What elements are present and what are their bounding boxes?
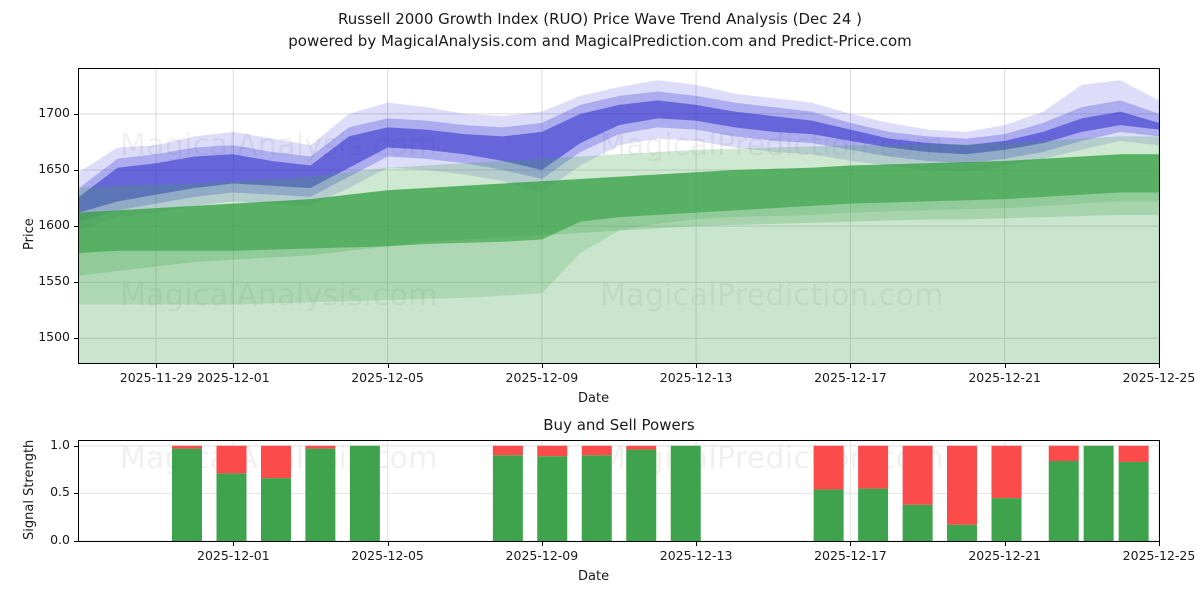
powers-chart-plot [79,441,1159,541]
title-main: Russell 2000 Growth Index (RUO) Price Wa… [337,10,862,28]
price-x-tick-label: 2025-12-21 [968,370,1041,385]
price-chart-axes [78,68,1160,364]
powers-y-tick-label: 0.0 [50,532,70,547]
price-y-tick-mark [74,282,78,284]
powers-x-tick-mark [541,542,543,546]
powers-bar-buy[interactable] [172,448,202,541]
powers-x-tick-mark [233,542,235,546]
price-band-blue-outer-upper [79,80,1159,231]
powers-bar-buy[interactable] [492,455,523,541]
price-x-axis-title: Date [578,391,610,406]
powers-bar-buy[interactable] [216,473,247,541]
price-band-green-steep-upper [79,154,1159,305]
powers-bar-sell[interactable] [216,445,247,474]
powers-bar-sell[interactable] [858,445,889,489]
powers-bar-sell[interactable] [1118,445,1149,462]
powers-bar-sell[interactable] [172,445,202,449]
powers-bar-buy[interactable] [670,445,701,541]
powers-bar-buy[interactable] [305,448,336,541]
price-y-tick-label: 1700 [38,104,70,120]
powers-x-tick-mark [850,542,852,546]
price-y-tick-mark [74,113,78,115]
price-x-tick-mark [156,364,158,368]
powers-bar-buy[interactable] [1048,461,1079,541]
price-x-tick-label: 2025-12-17 [814,370,887,385]
powers-x-tick-mark [1004,542,1006,546]
price-x-tick-label: 2025-12-25 [1122,370,1196,385]
price-band-green-low-upper [79,201,1159,363]
price-x-tick-label: 2025-11-29 [119,370,193,385]
price-band-blue-core-upper [79,100,1159,213]
powers-x-axis-title: Date [578,569,610,584]
price-x-tick-label: 2025-12-13 [659,370,733,385]
powers-bar-sell[interactable] [902,445,933,505]
powers-y-tick-mark [74,541,78,542]
powers-x-tick-label: 2025-12-05 [351,548,424,563]
powers-bar-sell[interactable] [581,445,612,456]
price-chart-plot [79,69,1159,363]
powers-x-tick-label: 2025-12-09 [505,548,579,563]
powers-bar-sell[interactable] [305,445,336,449]
figure-title-line2: powered by MagicalAnalysis.com and Magic… [288,32,912,50]
price-x-tick-mark [850,364,852,368]
powers-x-tick-label: 2025-12-21 [968,548,1041,563]
price-y-axis-title: Price [22,218,37,250]
powers-y-tick-label: 1.0 [50,436,70,452]
powers-bar-sell[interactable] [813,445,844,490]
powers-x-tick-label: 2025-12-25 [1122,548,1196,563]
price-x-tick-mark [696,364,698,368]
powers-bar-buy[interactable] [991,498,1022,541]
powers-x-tick-label: 2025-12-13 [659,548,733,563]
powers-chart-axes [78,440,1160,542]
powers-bar-sell[interactable] [1048,445,1079,461]
powers-x-tick-mark [387,542,389,546]
price-y-tick-mark [74,226,78,228]
powers-y-tick-mark [74,493,78,495]
powers-y-tick-label: 0.5 [50,484,70,500]
powers-bar-sell[interactable] [947,445,978,525]
price-x-tick-mark [1159,364,1160,368]
powers-bar-buy[interactable] [858,488,889,541]
powers-bar-buy[interactable] [1083,445,1114,541]
price-y-tick-mark [74,338,78,340]
powers-x-tick-label: 2025-12-01 [197,548,270,563]
price-band-green-core-upper [79,154,1159,254]
powers-bar-buy[interactable] [902,504,933,541]
price-y-tick-label: 1650 [38,160,70,176]
powers-x-tick-mark [696,542,698,546]
price-y-tick-label: 1500 [38,329,70,345]
price-y-tick-label: 1550 [38,273,70,289]
powers-bar-sell[interactable] [626,445,657,450]
price-y-tick-label: 1600 [38,217,70,233]
price-y-tick-mark [74,169,78,171]
powers-y-axis-title: Signal Strength [22,439,37,540]
price-x-tick-label: 2025-12-05 [351,370,424,385]
powers-bar-buy[interactable] [537,456,568,541]
powers-bar-sell[interactable] [260,445,291,479]
price-x-tick-mark [1004,364,1006,368]
powers-bar-sell[interactable] [492,445,523,456]
price-x-tick-mark [387,364,389,368]
powers-bar-sell[interactable] [991,445,1022,499]
price-x-tick-mark [233,364,235,368]
figure-title: Russell 2000 Growth Index (RUO) Price Wa… [0,8,1200,52]
powers-bar-buy[interactable] [349,445,380,541]
price-x-tick-mark [541,364,543,368]
powers-bar-sell[interactable] [537,445,568,457]
powers-bar-buy[interactable] [581,455,612,541]
powers-bar-buy[interactable] [1118,461,1149,541]
powers-bar-buy[interactable] [813,489,844,541]
powers-y-tick-mark [74,445,78,447]
powers-x-tick-mark [1159,542,1160,546]
powers-bar-buy[interactable] [260,478,291,541]
figure-title-line1: Russell 2000 Growth Index (RUO) Price Wa… [338,10,862,28]
powers-bar-buy[interactable] [947,524,978,541]
powers-bar-buy[interactable] [626,449,657,541]
price-x-tick-label: 2025-12-01 [197,370,270,385]
price-x-tick-label: 2025-12-09 [505,370,579,385]
powers-x-tick-label: 2025-12-17 [814,548,887,563]
powers-chart-title: Buy and Sell Powers [543,416,695,434]
